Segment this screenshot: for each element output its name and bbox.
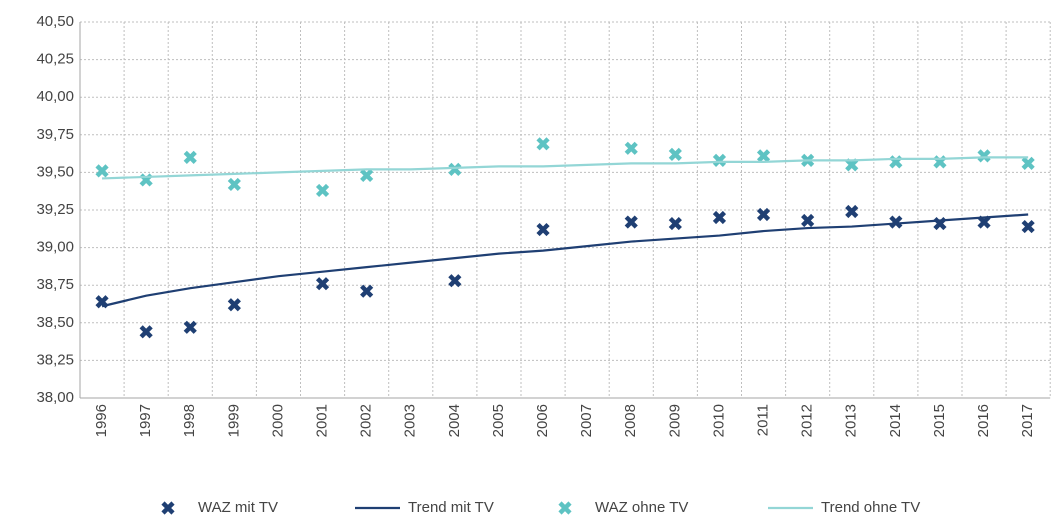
legend-label: Trend ohne TV <box>821 499 920 516</box>
x-tick-label: 2016 <box>975 404 992 437</box>
x-tick-label: 2006 <box>534 404 551 437</box>
marker <box>227 177 241 192</box>
y-tick-label: 38,25 <box>36 351 74 368</box>
marker <box>183 320 197 334</box>
marker <box>801 213 815 228</box>
y-tick-label: 38,50 <box>36 314 74 331</box>
x-tick-label: 2000 <box>269 404 286 437</box>
y-tick-label: 39,00 <box>36 239 74 256</box>
x-tick-label: 2012 <box>799 404 816 437</box>
marker <box>977 149 991 163</box>
legend-label: WAZ mit TV <box>198 499 278 516</box>
marker <box>536 222 550 237</box>
x-tick-label: 2007 <box>578 404 595 437</box>
legend-marker <box>558 501 572 515</box>
marker <box>183 150 197 164</box>
x-tick-label: 2005 <box>490 404 507 437</box>
marker <box>1021 156 1035 170</box>
marker <box>315 277 330 291</box>
x-tick-label: 2015 <box>931 404 948 437</box>
marker <box>139 325 153 339</box>
x-tick-label: 2002 <box>358 404 375 437</box>
x-tick-label: 2011 <box>755 404 772 436</box>
x-tick-label: 2009 <box>666 404 683 437</box>
x-tick-label: 2017 <box>1019 404 1036 437</box>
y-tick-label: 38,00 <box>36 389 74 406</box>
x-tick-label: 1998 <box>181 404 198 437</box>
x-tick-label: 2008 <box>622 404 639 437</box>
marker <box>448 274 462 288</box>
x-tick-label: 1996 <box>93 404 110 437</box>
legend-marker <box>161 501 175 515</box>
x-tick-label: 2013 <box>843 404 860 437</box>
x-tick-label: 2001 <box>314 404 331 437</box>
y-tick-label: 39,75 <box>36 126 74 143</box>
y-tick-label: 40,00 <box>36 88 74 105</box>
marker <box>889 215 903 229</box>
x-tick-label: 2004 <box>446 404 463 437</box>
x-tick-label: 2003 <box>402 404 419 437</box>
marker <box>1021 219 1035 234</box>
marker <box>315 183 330 198</box>
y-tick-label: 39,50 <box>36 163 74 180</box>
marker <box>845 204 859 219</box>
y-tick-label: 38,75 <box>36 276 74 293</box>
marker <box>845 158 859 172</box>
y-tick-label: 39,25 <box>36 201 74 218</box>
marker <box>668 216 682 231</box>
legend-label: Trend mit TV <box>408 499 494 516</box>
x-tick-label: 1997 <box>137 404 154 437</box>
trend-line <box>102 156 1029 180</box>
marker <box>95 164 109 178</box>
trend-line <box>101 213 1029 308</box>
marker <box>448 162 462 176</box>
marker <box>536 137 550 151</box>
marker <box>712 153 727 167</box>
y-tick-label: 40,25 <box>36 51 74 68</box>
marker <box>624 141 638 155</box>
x-tick-label: 1999 <box>225 404 242 437</box>
marker <box>712 210 727 225</box>
x-tick-label: 2010 <box>710 404 727 437</box>
marker <box>227 298 241 312</box>
marker <box>360 284 374 298</box>
marker <box>360 168 374 182</box>
x-tick-label: 2014 <box>887 404 904 437</box>
marker <box>624 215 638 229</box>
marker <box>756 207 771 222</box>
marker <box>668 147 682 161</box>
y-tick-label: 40,50 <box>36 13 74 30</box>
legend-label: WAZ ohne TV <box>595 499 688 516</box>
marker <box>756 149 771 163</box>
